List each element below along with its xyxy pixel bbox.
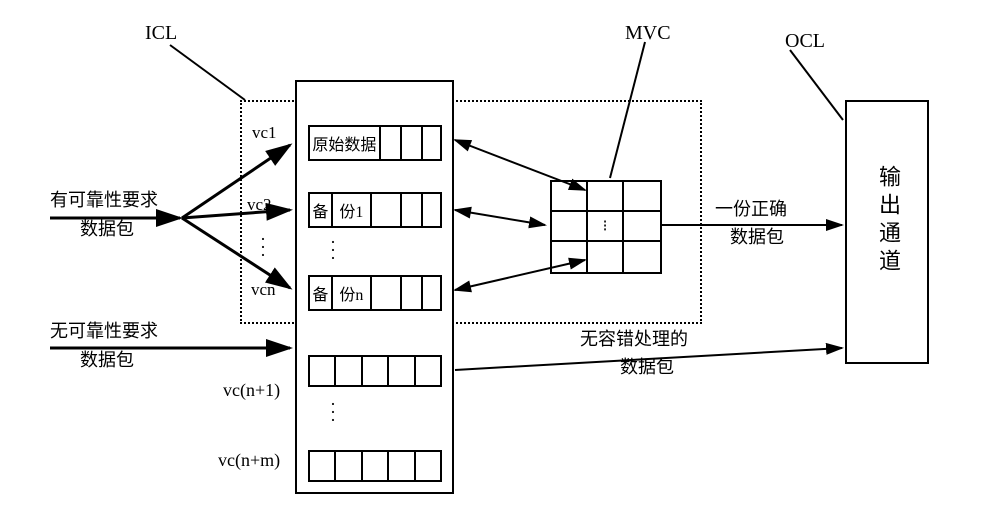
vdots-2: ··· <box>330 400 336 424</box>
correct-line2: 数据包 <box>730 223 784 249</box>
queue-npm <box>308 450 442 482</box>
noft-line1: 无容错处理的 <box>580 325 688 351</box>
vc1-label: vc1 <box>252 123 277 143</box>
vc2-label: vc2 <box>247 195 272 215</box>
noft-line2: 数据包 <box>620 353 674 379</box>
queue-backup1: 备 份1 <box>308 192 442 228</box>
queue-original: 原始数据 <box>308 125 442 161</box>
vc-npm-label: vc(n+m) <box>218 450 280 471</box>
diagram-canvas: ICL MVC OCL 原始数据 备 份1 ··· 备 份n ··· <box>0 0 1000 524</box>
vcn-label: vcn <box>251 280 276 300</box>
vdots-vc: ··· <box>260 235 266 259</box>
reliable-line2: 数据包 <box>80 215 134 241</box>
queue-original-label: 原始数据 <box>310 127 381 159</box>
mvc-grid-center: ⁝ <box>588 212 624 242</box>
queue-np1 <box>308 355 442 387</box>
queue-backupn: 备 份n <box>308 275 442 311</box>
mvc-grid: ⁝ <box>550 180 662 274</box>
vc-np1-label: vc(n+1) <box>223 380 280 401</box>
mvc-label: MVC <box>625 22 671 45</box>
unreliable-line2: 数据包 <box>80 346 134 372</box>
icl-label: ICL <box>145 22 177 45</box>
ocl-label: OCL <box>785 30 825 53</box>
reliable-line1: 有可靠性要求 <box>50 186 158 212</box>
output-channel-label: 输出通道 <box>872 165 904 277</box>
correct-line1: 一份正确 <box>715 195 787 221</box>
unreliable-line1: 无可靠性要求 <box>50 317 158 343</box>
vdots-1: ··· <box>330 238 336 262</box>
